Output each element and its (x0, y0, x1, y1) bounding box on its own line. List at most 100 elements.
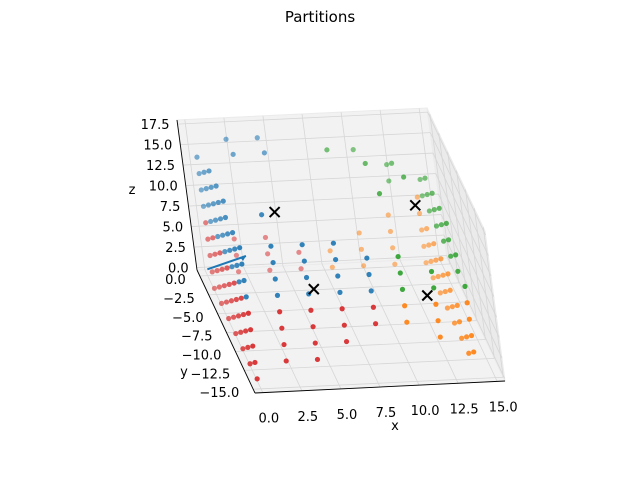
data-point (384, 161, 390, 168)
x-axis-label: x (391, 419, 399, 434)
data-point (463, 334, 470, 340)
data-point (364, 255, 370, 261)
data-point (402, 303, 408, 309)
data-point (223, 136, 229, 142)
data-point (376, 191, 383, 197)
data-point (428, 258, 434, 265)
data-point (430, 275, 436, 281)
data-point (232, 246, 238, 252)
data-point (445, 237, 452, 243)
data-point (222, 249, 228, 255)
y-tick-label: −2.5 (163, 292, 195, 307)
axis-lines (176, 119, 506, 394)
data-point (392, 261, 398, 267)
data-point (455, 268, 461, 274)
data-point (456, 319, 463, 325)
data-point (390, 245, 396, 251)
data-point (223, 299, 230, 305)
x-tick-label: 10.0 (411, 404, 440, 419)
data-point (236, 279, 242, 285)
y-tick-label: −12.5 (190, 367, 230, 382)
data-point (422, 175, 428, 181)
data-point (238, 295, 244, 301)
data-point (212, 251, 218, 257)
data-point (387, 228, 394, 235)
data-point (454, 302, 460, 308)
data-point (441, 238, 447, 244)
data-point (252, 359, 258, 366)
z-tick-label: 5.0 (163, 221, 184, 236)
data-point (207, 252, 213, 259)
data-point (362, 160, 368, 167)
data-point (222, 214, 229, 221)
data-point (360, 263, 367, 269)
data-point (240, 311, 247, 318)
data-point (440, 272, 446, 278)
data-point (203, 220, 209, 226)
tick-labels: 0.0 2.5 5.0 7.5 10.0 12.5 15.0 0.0 −2.5 −5.0 −7.5 −… (141, 118, 518, 427)
data-point (211, 285, 218, 291)
x-tick-label: 7.5 (376, 406, 397, 421)
grid-lines (177, 108, 506, 393)
data-point (220, 232, 226, 238)
x-tick-label: 12.5 (450, 402, 479, 417)
data-point (215, 199, 221, 206)
x-tick-label: 0.0 (258, 412, 279, 427)
y-tick-label: 0.0 (165, 273, 186, 288)
data-point (385, 212, 391, 218)
data-point (240, 346, 246, 352)
data-point (350, 147, 356, 153)
data-point (262, 234, 269, 241)
data-point (237, 245, 243, 251)
data-point (235, 269, 242, 275)
data-point (231, 236, 237, 242)
data-point (372, 321, 379, 327)
data-point (229, 264, 235, 270)
direction-arrow (207, 255, 247, 271)
data-point (428, 268, 435, 275)
data-point (270, 259, 276, 266)
data-point (368, 288, 374, 294)
data-point (426, 208, 432, 214)
data-point (218, 300, 225, 306)
y-axis-line (196, 269, 256, 394)
data-point (214, 267, 220, 274)
data-point (404, 319, 410, 325)
data-point (215, 233, 221, 240)
data-point (247, 361, 253, 367)
data-point (301, 258, 307, 264)
data-point (424, 226, 430, 232)
data-point (327, 248, 333, 254)
data-point (268, 243, 274, 249)
data-point (449, 304, 455, 310)
y-tick-label: −15.0 (199, 386, 239, 401)
data-point (433, 301, 439, 307)
data-point (444, 305, 451, 311)
data-point (431, 241, 437, 247)
data-point (254, 135, 260, 141)
data-point (417, 176, 423, 183)
data-point (238, 329, 244, 335)
data-point (419, 227, 425, 233)
data-point (234, 262, 240, 268)
chart-title: Partitions (285, 8, 356, 26)
data-point (233, 252, 239, 258)
data-point (330, 240, 337, 246)
data-point (314, 356, 321, 363)
data-point (265, 251, 271, 257)
data-point (332, 256, 339, 263)
data-point (358, 246, 364, 252)
data-point (397, 270, 403, 276)
data-point (233, 330, 239, 337)
data-point (220, 198, 226, 204)
data-point (431, 285, 437, 291)
data-point (343, 338, 350, 345)
data-point (466, 316, 472, 322)
data-point (443, 220, 449, 227)
data-point (221, 283, 227, 289)
data-point (259, 212, 265, 218)
data-point (423, 260, 429, 266)
x-axis-line (254, 380, 506, 394)
data-point (388, 160, 395, 166)
data-point (453, 252, 459, 258)
